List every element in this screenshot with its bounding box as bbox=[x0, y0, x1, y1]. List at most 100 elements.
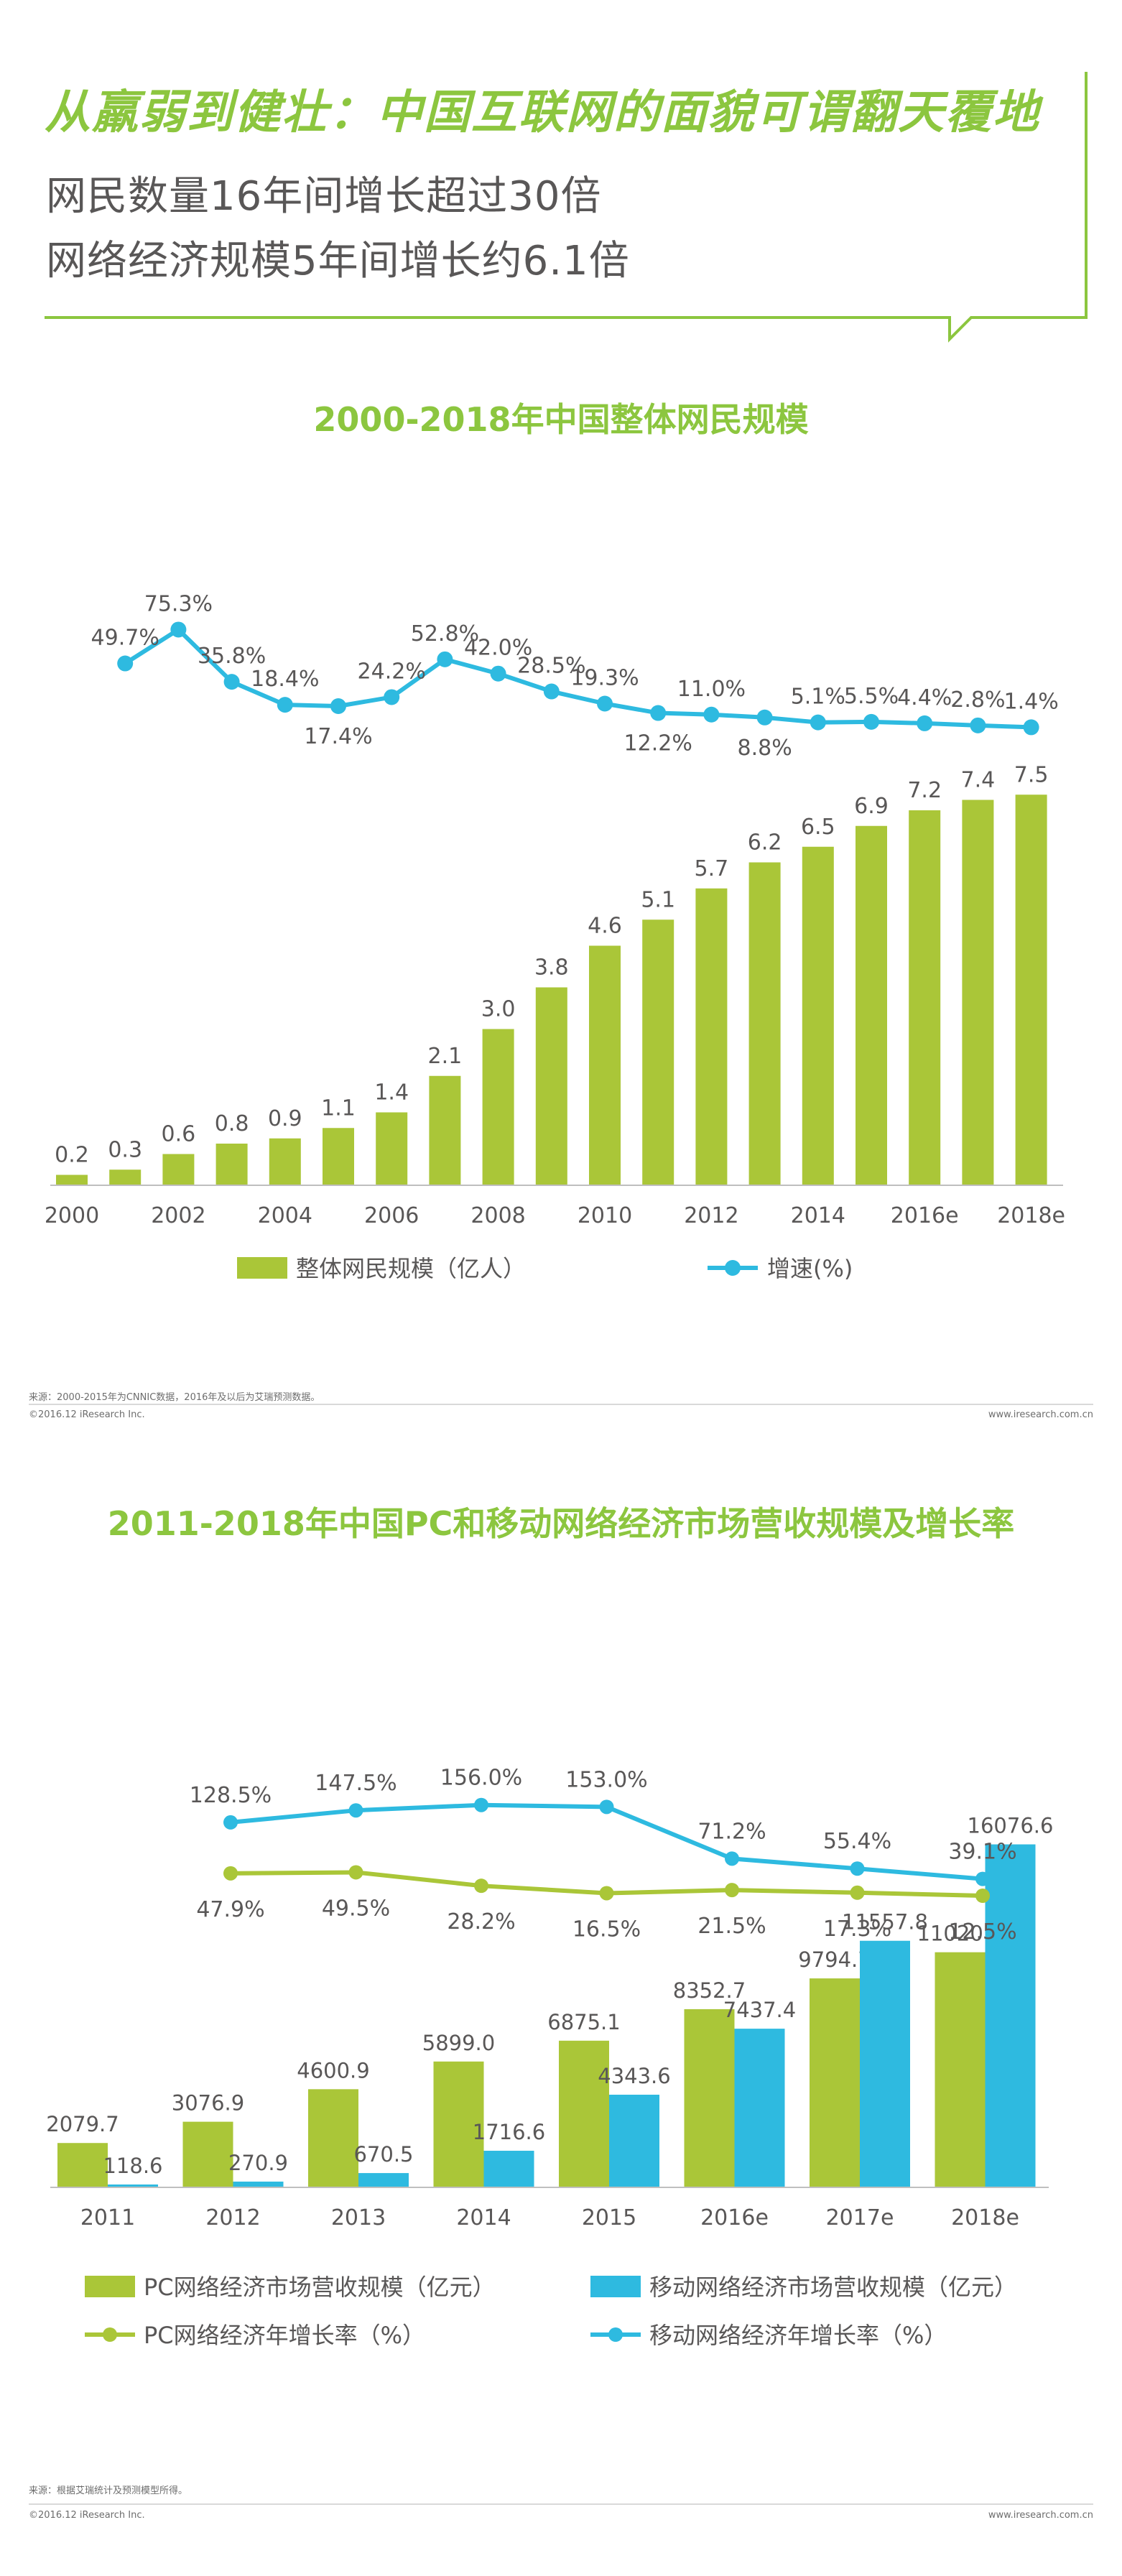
chart2-x-tick-label: 2011 bbox=[80, 2205, 135, 2230]
chart2-pc-growth-point bbox=[725, 1883, 739, 1898]
chart1-growth-label: 19.3% bbox=[570, 665, 639, 690]
chart1-growth-label: 42.0% bbox=[464, 636, 532, 661]
chart2-pc-growth-point bbox=[474, 1878, 488, 1894]
chart1-bar-label: 6.9 bbox=[854, 794, 889, 819]
chart2-pc-growth-label: 49.5% bbox=[322, 1896, 390, 1921]
subheadline-users: 网民数量16年间增长超过30倍 bbox=[46, 173, 602, 220]
chart2-mobile-bar bbox=[358, 2173, 409, 2187]
chart1-growth-label: 2.8% bbox=[950, 687, 1005, 713]
chart1-growth-label: 11.0% bbox=[677, 677, 746, 702]
chart2-mobile-bar bbox=[860, 1940, 910, 2187]
chart1-x-tick-label: 2006 bbox=[364, 1203, 419, 1228]
chart1-bar-label: 1.1 bbox=[321, 1095, 356, 1121]
chart1-bar bbox=[215, 1144, 248, 1185]
chart1-growth-point bbox=[543, 683, 560, 700]
chart2-title: 2011-2018年中国PC和移动网络经济市场营收规模及增长率 bbox=[107, 1504, 1015, 1543]
chart2-mobile-bar-label: 7437.4 bbox=[723, 1998, 796, 2022]
chart2-mobile-growth-label: 153.0% bbox=[565, 1767, 647, 1792]
chart1-growth-point bbox=[117, 655, 134, 672]
chart1-x-tick-label: 2002 bbox=[151, 1203, 205, 1228]
chart2-legend-pc-bar-label: PC网络经济市场营收规模（亿元） bbox=[144, 2274, 496, 2301]
chart2-pc-growth-label: 12.5% bbox=[948, 1919, 1016, 1945]
chart2-mobile-bar-label: 4343.6 bbox=[598, 2064, 670, 2088]
chart2-plot: 2079.7 3076.9 4600.9 5899.0 6875.1 8352.7 9794… bbox=[46, 1766, 1053, 2349]
chart2-x-tick-label: 2014 bbox=[456, 2205, 511, 2230]
chart2-pc-growth-point bbox=[599, 1886, 614, 1901]
chart1-website: www.iresearch.com.cn bbox=[988, 1409, 1093, 1420]
chart1-bar-label: 5.7 bbox=[695, 856, 729, 881]
chart2-mobile-bar bbox=[985, 1844, 1036, 2187]
chart1-legend-bar-swatch bbox=[237, 1257, 287, 1279]
chart2-mobile-growth-label: 55.4% bbox=[823, 1829, 891, 1854]
chart1-x-tick-label: 2012 bbox=[684, 1203, 738, 1228]
chart2-legend-pc-line-label: PC网络经济年增长率（%） bbox=[144, 2322, 425, 2349]
chart1-growth-label: 17.4% bbox=[304, 724, 372, 749]
chart1-bar-label: 0.9 bbox=[268, 1106, 302, 1131]
chart1-plot: 0.2 0.3 0.6 0.8 0.9 1.1 1.4 2.1 3.0 3.8 4.6 5.1 5.7 6… bbox=[45, 591, 1065, 1282]
chart2-pc-growth-point bbox=[348, 1865, 363, 1880]
chart1-bar-label: 7.5 bbox=[1014, 762, 1049, 787]
chart1-x-tick-label: 2008 bbox=[470, 1203, 525, 1228]
chart1-bar bbox=[56, 1175, 88, 1185]
chart1-growth-point bbox=[223, 674, 240, 690]
chart1-bar bbox=[162, 1154, 195, 1185]
chart1-bar bbox=[589, 945, 621, 1185]
chart2-legend-pc-bar-swatch bbox=[85, 2276, 135, 2297]
chart1-growth-point bbox=[490, 665, 506, 682]
chart1-title: 2000-2018年中国整体网民规模 bbox=[313, 400, 809, 439]
chart1-bar bbox=[109, 1169, 142, 1185]
chart2-mobile-growth-label: 71.2% bbox=[697, 1819, 766, 1844]
chart1-growth-point bbox=[384, 689, 400, 705]
chart1-growth-point bbox=[277, 697, 293, 713]
chart2-x-tick-label: 2016e bbox=[700, 2205, 769, 2230]
chart2-pc-bar bbox=[308, 2089, 358, 2187]
chart1-growth-label: 52.8% bbox=[411, 621, 479, 647]
chart1-growth-label: 24.2% bbox=[358, 659, 426, 684]
chart2-pc-bar-label: 8352.7 bbox=[673, 1978, 746, 2003]
chart2-pc-bar-label: 6875.1 bbox=[547, 2010, 620, 2034]
chart1-x-tick-label: 2000 bbox=[45, 1203, 99, 1228]
chart1-growth-line bbox=[124, 627, 1031, 730]
chart2-mobile-growth-point bbox=[975, 1871, 990, 1886]
chart2-x-tick-label: 2012 bbox=[205, 2205, 260, 2230]
chart1-divider bbox=[29, 1404, 1093, 1405]
chart1-bar bbox=[482, 1029, 514, 1185]
chart2-copyright: ©2016.12 iResearch Inc. bbox=[29, 2510, 145, 2521]
chart2-pc-bar-label: 2079.7 bbox=[46, 2112, 119, 2136]
header-frame bbox=[45, 72, 1088, 343]
chart2-pc-bar-label: 5899.0 bbox=[422, 2031, 495, 2055]
chart1-bar bbox=[856, 825, 887, 1185]
chart1-source: 来源：2000-2015年为CNNIC数据，2016年及以后为艾瑞预测数据。 bbox=[29, 1392, 320, 1403]
chart2-legend-mobile-bar-swatch bbox=[590, 2276, 641, 2297]
chart2-pc-bar bbox=[810, 1978, 860, 2187]
chart2-pc-growth-point bbox=[223, 1866, 238, 1881]
chart1-bar bbox=[269, 1138, 301, 1185]
chart2-mobile-bar-label: 1716.6 bbox=[473, 2120, 545, 2144]
chart2-x-tick-label: 2013 bbox=[331, 2205, 386, 2230]
chart2-mobile-growth-point bbox=[223, 1815, 238, 1830]
chart2-mobile-bar-label: 270.9 bbox=[228, 2151, 288, 2175]
headline: 从羸弱到健壮：中国互联网的面貌可谓翻天覆地 bbox=[45, 86, 1040, 139]
chart2-pc-bar-label: 4600.9 bbox=[297, 2058, 369, 2082]
chart2-pc-bar bbox=[684, 2009, 735, 2187]
chart1-bar bbox=[1015, 794, 1047, 1185]
chart2-pc-bar bbox=[935, 1952, 986, 2187]
chart1-bar-label: 0.8 bbox=[215, 1111, 249, 1136]
chart2-mobile-growth-label: 39.1% bbox=[948, 1840, 1016, 1865]
chart1-bar bbox=[429, 1075, 461, 1185]
chart2-mobile-growth-label: 156.0% bbox=[440, 1766, 522, 1791]
chart2-pc-bar bbox=[182, 2121, 233, 2187]
chart2-legend-mobile-line-label: 移动网络经济年增长率（%） bbox=[649, 2322, 947, 2349]
chart1-growth-point bbox=[650, 705, 667, 721]
chart1-legend-line-label: 增速(%) bbox=[767, 1255, 853, 1282]
chart1-bar-label: 7.2 bbox=[907, 778, 942, 803]
chart2-mobile-growth-point bbox=[725, 1851, 739, 1866]
chart2-website: www.iresearch.com.cn bbox=[988, 2510, 1093, 2521]
chart2-pc-growth-label: 28.2% bbox=[447, 1909, 515, 1935]
chart2-pc-growth-label: 21.5% bbox=[697, 1914, 766, 1939]
chart2-x-tick-label: 2017e bbox=[826, 2205, 894, 2230]
chart2-mobile-bar bbox=[233, 2181, 284, 2187]
chart2-pc-bar bbox=[57, 2143, 108, 2187]
chart1-growth-point bbox=[170, 621, 187, 638]
chart1-growth-label: 12.2% bbox=[624, 731, 692, 756]
